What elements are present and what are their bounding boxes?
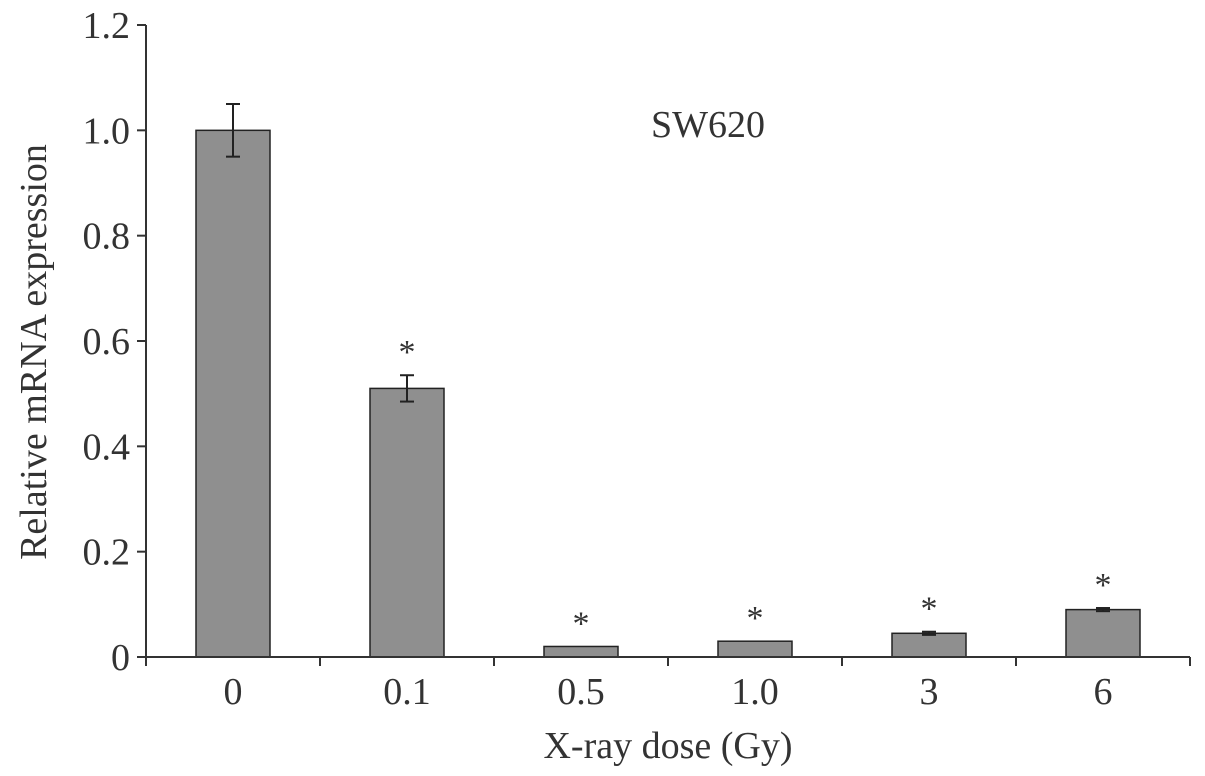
bar [891,632,967,658]
y-axis-label: Relative mRNA expression [13,144,55,560]
y-tick-label: 0.6 [83,321,131,363]
bar [717,640,793,658]
x-tick-label: 0.5 [557,671,605,713]
significance-marker: * [921,591,938,628]
significance-marker: * [747,600,764,637]
x-tick-label: 6 [1094,671,1113,713]
y-ticks-group: 0 0.2 0.4 0.6 0.8 1.0 1.2 [83,5,146,679]
y-tick-label: 0.2 [83,532,131,574]
bar [543,645,619,658]
y-tick-label: 0.4 [83,426,131,468]
x-axis-label: X-ray dose (Gy) [543,725,792,767]
significance-marker: * [573,605,590,642]
significance-marker: * [1095,567,1112,604]
error-bars-group [226,103,1110,636]
x-tick-label: 1.0 [731,671,779,713]
y-tick-label: 0.8 [83,216,131,258]
significance-marker: * [399,334,416,371]
x-tick-label: 0 [224,671,243,713]
y-tick-label: 1.0 [83,110,131,152]
y-tick-label: 0 [111,637,130,679]
x-tick-label: 0.1 [383,671,431,713]
bar [1065,608,1141,658]
y-tick-label: 1.2 [83,5,131,47]
x-tick-label: 3 [920,671,939,713]
bar [369,387,445,658]
bar [195,129,271,658]
significance-markers-group: * * * * * [399,334,1112,642]
bars-group [195,129,1141,658]
cell-line-annotation: SW620 [651,104,765,146]
x-ticks-group: 0 0.1 0.5 1.0 3 6 [145,657,1191,713]
